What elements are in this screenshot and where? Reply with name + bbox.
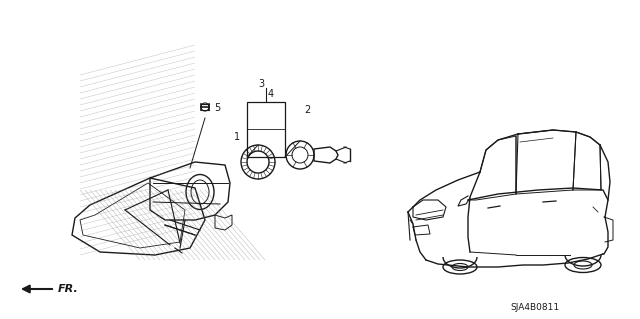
Text: 2: 2 bbox=[304, 105, 310, 115]
Text: 3: 3 bbox=[258, 79, 264, 89]
Text: 1: 1 bbox=[234, 132, 240, 142]
Text: 5: 5 bbox=[214, 103, 220, 113]
Bar bbox=[247, 102, 285, 157]
Text: SJA4B0811: SJA4B0811 bbox=[511, 303, 559, 313]
Text: 4: 4 bbox=[268, 89, 274, 99]
Text: FR.: FR. bbox=[58, 284, 79, 294]
